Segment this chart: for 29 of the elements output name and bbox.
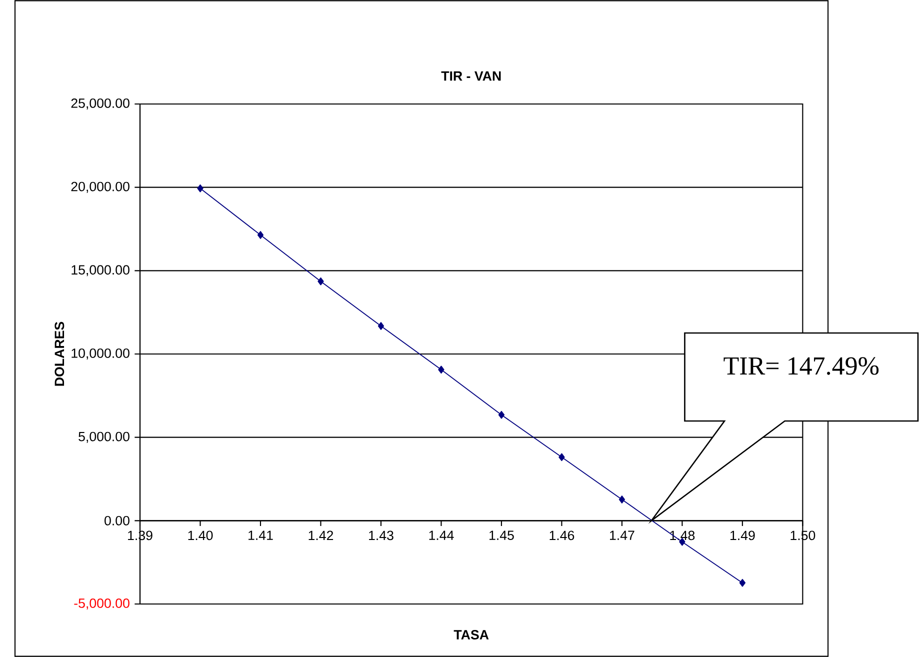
y-tick-label: -5,000.00 bbox=[74, 598, 130, 610]
x-tick-label: 1.41 bbox=[248, 530, 273, 540]
point bbox=[739, 578, 746, 587]
y-tick-label: 25,000.00 bbox=[71, 98, 130, 110]
x-axis-title: TASA bbox=[454, 630, 489, 640]
y-tick-label: 5,000.00 bbox=[78, 432, 130, 443]
point bbox=[618, 496, 626, 504]
point bbox=[197, 184, 204, 192]
y-tick-label: 20,000.00 bbox=[71, 182, 130, 193]
point bbox=[257, 231, 264, 239]
x-tick-label: 1.40 bbox=[188, 530, 213, 540]
x-tick-label: 1.43 bbox=[369, 530, 394, 540]
y-tick-label: 15,000.00 bbox=[72, 265, 130, 276]
point bbox=[438, 366, 444, 374]
chart-title: TIR - VAN bbox=[441, 71, 501, 81]
y-tick-label: 0.00 bbox=[104, 516, 130, 526]
x-tick-label: 1.47 bbox=[610, 530, 634, 540]
y-axis-title: DOLARES bbox=[54, 322, 64, 386]
x-tick-label: 1.45 bbox=[490, 530, 514, 540]
point bbox=[558, 453, 565, 462]
point bbox=[318, 277, 324, 286]
y-tick-label: 10,000.00 bbox=[72, 348, 130, 360]
x-tick-label: 1.42 bbox=[308, 530, 334, 540]
x-tick-label: 1.49 bbox=[730, 530, 755, 540]
point bbox=[378, 322, 384, 330]
annotation: TIR= 147.49% bbox=[724, 357, 879, 375]
x-tick-label: 1.44 bbox=[429, 530, 454, 540]
point bbox=[498, 410, 505, 419]
x-tick-label: 1.46 bbox=[550, 530, 574, 540]
